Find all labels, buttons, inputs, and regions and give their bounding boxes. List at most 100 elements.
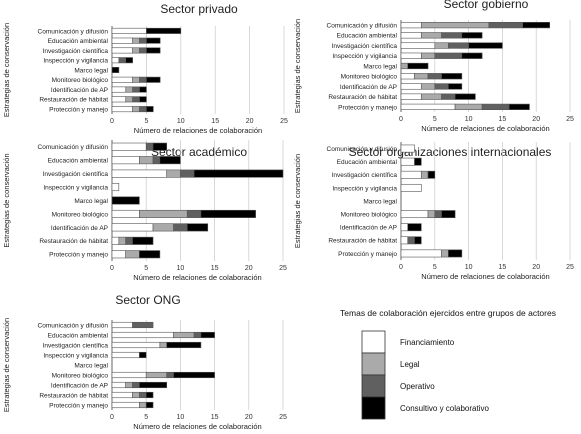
bar-segment: [200, 209, 256, 218]
bar-segment: [152, 223, 174, 232]
bar-segment: [139, 250, 161, 259]
bar-segment: [132, 321, 154, 329]
x-tick-label: 0: [399, 264, 403, 271]
y-tick-label: Monitoreo biológico: [52, 211, 109, 218]
bar-segment: [448, 42, 469, 49]
x-tick-label: 10: [465, 264, 473, 271]
bar-segment: [400, 249, 442, 258]
bar-segment: [111, 331, 174, 339]
y-tick-label: Protección y manejo: [49, 252, 108, 259]
y-tick-label: Inspección y vigilancia: [332, 53, 397, 60]
bar-segment: [186, 223, 209, 232]
bar-segment: [173, 331, 195, 339]
chart-title: Sector gobierno: [444, 0, 529, 11]
bar-segment: [111, 67, 120, 73]
bar-segment: [132, 86, 140, 93]
x-tick-label: 15: [211, 414, 219, 421]
legend-title: Temas de colaboración ejercidos entre gr…: [340, 308, 556, 318]
chart-panel-1: Sector privado 0 5 10 15 20 25 Comunicación y d…: [2, 2, 288, 135]
y-axis-label: Estrategias de conservación: [2, 318, 11, 412]
bar-segment: [132, 106, 140, 113]
y-tick-label: Investigación científica: [43, 342, 109, 349]
y-tick-label: Comunicación y difusión: [327, 146, 398, 153]
bar-segment: [139, 86, 147, 93]
bar-segment: [468, 42, 503, 49]
y-tick-label: Comunicación y difusión: [38, 144, 109, 151]
bar-segment: [400, 144, 415, 153]
y-tick-label: Identificación de AP: [51, 382, 108, 389]
bar-segment: [111, 142, 147, 151]
bar-segment: [139, 47, 147, 54]
x-tick-label: 20: [245, 265, 253, 272]
bar-segment: [118, 236, 126, 245]
y-tick-label: Monitoreo biológico: [52, 77, 109, 84]
x-tick-label: 20: [245, 414, 253, 421]
bar-segment: [125, 57, 133, 64]
legend-swatch: [361, 330, 386, 354]
y-tick-label: Marco legal: [363, 63, 397, 70]
bar-segment: [111, 57, 120, 64]
bar-segment: [166, 341, 202, 349]
x-tick-label: 25: [566, 264, 574, 271]
x-tick-label: 5: [433, 264, 437, 271]
bar-segment: [111, 37, 133, 44]
chart-panel-2: Sector gobierno 0 5 10 15 20 25 Comunicación y …: [293, 0, 574, 133]
bar-segment: [400, 62, 409, 70]
bar-segment: [145, 142, 154, 151]
bar-segment: [132, 236, 154, 245]
bar-segment: [173, 223, 188, 232]
bar-segment: [414, 73, 429, 80]
y-tick-label: Identificación de AP: [51, 87, 108, 94]
y-tick-label: Protección y manejo: [338, 104, 397, 111]
bar-segment: [111, 351, 140, 359]
x-tick-label: 15: [211, 265, 219, 272]
bar-segment: [434, 83, 449, 90]
y-tick-label: Identificación de AP: [51, 225, 108, 232]
bar-segment: [180, 169, 195, 178]
bar-segment: [400, 21, 422, 29]
x-tick-label: 10: [177, 414, 185, 421]
bar-segment: [400, 223, 409, 232]
bar-segment: [139, 391, 147, 399]
bar-segment: [441, 73, 463, 80]
bar-segment: [427, 210, 436, 219]
chart-title: Sector ONG: [115, 293, 180, 307]
bar-segment: [407, 236, 415, 245]
legend-swatch: [361, 396, 386, 420]
bar-segment: [166, 371, 174, 379]
bar-segment: [146, 76, 161, 83]
bar-segment: [111, 196, 140, 205]
bar-segment: [111, 209, 140, 218]
chart-title: Sector organizaciones internacionales: [349, 145, 552, 159]
bar-segment: [111, 96, 127, 103]
bar-segment: [400, 103, 456, 110]
x-tick-label: 10: [465, 116, 473, 123]
bar-segment: [139, 351, 147, 359]
chart-title: Sector académico: [151, 145, 247, 159]
bar-segment: [420, 32, 442, 39]
x-axis-label: Número de relaciones de colaboración: [133, 273, 261, 282]
bar-segment: [159, 341, 168, 349]
bar-segment: [111, 371, 147, 379]
x-tick-label: 25: [279, 414, 287, 421]
bar-segment: [414, 157, 422, 166]
bar-segment: [448, 249, 463, 258]
x-axis-label: Número de relaciones de colaboración: [421, 124, 549, 133]
x-tick-label: 10: [177, 265, 185, 272]
y-tick-label: Educación ambiental: [48, 38, 109, 45]
bar-segment: [441, 32, 463, 39]
y-tick-label: Comunicación y difusión: [327, 23, 398, 30]
y-axis-label: Estrategias de conservación: [293, 19, 302, 113]
y-tick-label: Educación ambiental: [337, 159, 398, 166]
bar-segment: [125, 96, 133, 103]
bar-segment: [111, 169, 168, 178]
bar-segment: [441, 210, 456, 219]
bar-segment: [139, 156, 154, 165]
y-tick-label: Investigación científica: [332, 43, 398, 50]
bar-segment: [111, 86, 127, 93]
x-tick-label: 20: [246, 118, 254, 125]
bar-segment: [139, 209, 188, 218]
bar-segment: [132, 391, 140, 399]
bar-segment: [407, 62, 429, 70]
bar-segment: [481, 103, 510, 110]
